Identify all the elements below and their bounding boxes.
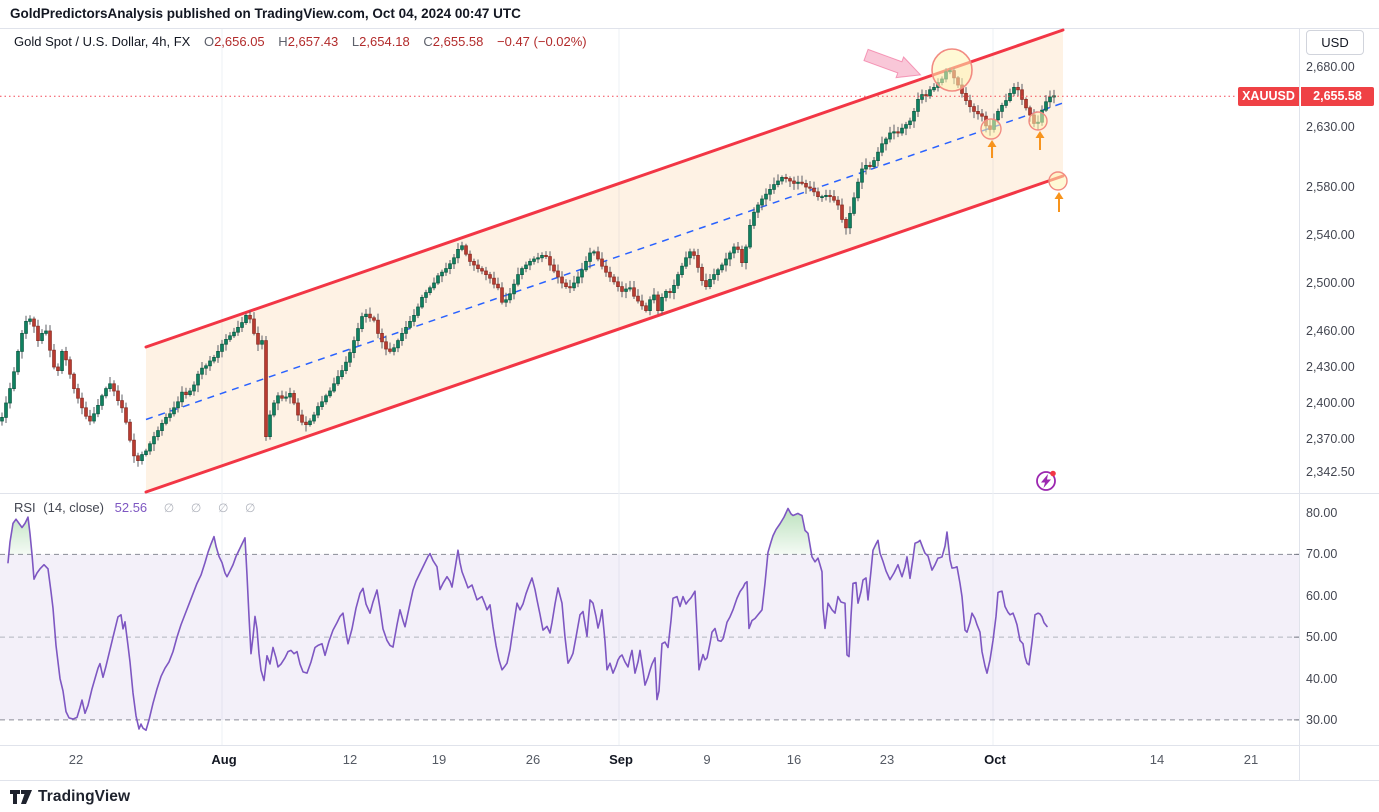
time-tick-label: 9 (703, 752, 711, 767)
rsi-params: (14, close) (43, 500, 104, 515)
tradingview-logo[interactable]: TradingView (10, 786, 130, 808)
price-tick-label: 2,680.00 (1306, 60, 1355, 74)
rsi-title: RSI (14, 500, 36, 515)
ohlc-high-label: H (278, 34, 288, 49)
time-tick-label: 23 (879, 752, 895, 767)
price-change: −0.47 (−0.02%) (497, 34, 587, 49)
notification-dot (1050, 470, 1056, 477)
price-tick-label: 2,630.00 (1306, 120, 1355, 134)
time-tick-label: 14 (1149, 752, 1165, 767)
pullback-highlight-circle[interactable] (980, 118, 1002, 140)
buy-signal-arrow-icon[interactable] (1054, 192, 1064, 212)
channel-upper-line[interactable] (144, 28, 1065, 349)
rsi-value: 52.56 (114, 500, 148, 515)
price-tick-label: 2,460.00 (1306, 324, 1355, 338)
ohlc-open-value: 2,656.05 (214, 34, 265, 49)
price-tick-label: 2,540.00 (1306, 228, 1355, 242)
price-tick-label: 2,370.00 (1306, 432, 1355, 446)
time-tick-label: 22 (68, 752, 84, 767)
currency-unit-button[interactable]: USD (1306, 30, 1364, 55)
ascending-channel[interactable] (144, 28, 1065, 494)
rsi-legend: RSI (14, close) 52.56 ∅ ∅ ∅ ∅ (14, 500, 255, 515)
channel-midline[interactable] (145, 102, 1064, 421)
tradingview-logo-text: TradingView (38, 788, 131, 805)
time-tick-label: Oct (984, 752, 1006, 767)
time-tick-label: 26 (525, 752, 541, 767)
time-tick-label: 12 (342, 752, 358, 767)
tradingview-logo-icon (10, 790, 32, 804)
rsi-overbought-fill (8, 508, 950, 555)
pink-callout-arrow[interactable] (862, 45, 924, 86)
time-tick-label: 21 (1243, 752, 1259, 767)
price-tick-label: 2,430.00 (1306, 360, 1355, 374)
chart-bottom-border (0, 780, 1379, 781)
pullback-highlight-circle[interactable] (1028, 111, 1048, 131)
last-price-value-badge: 2,655.58 (1301, 86, 1374, 106)
rsi-tick-label: 40.00 (1306, 671, 1338, 686)
symbol-legend: Gold Spot / U.S. Dollar, 4h, FX O2,656.0… (14, 34, 587, 50)
buy-signal-arrow-icon[interactable] (987, 140, 997, 158)
time-tick-label: 19 (431, 752, 447, 767)
time-tick-label: Aug (211, 752, 237, 767)
ohlc-close-label: C (423, 34, 433, 49)
pane-separator[interactable] (0, 493, 1379, 494)
breakout-highlight-ellipse[interactable] (931, 48, 973, 92)
buy-signal-arrow-icon[interactable] (1035, 131, 1045, 150)
rsi-tick-label: 60.00 (1306, 588, 1338, 603)
price-axis-border (1299, 28, 1300, 780)
rsi-empty-slot: ∅ (163, 501, 175, 515)
ohlc-low-label: L (351, 34, 360, 49)
time-tick-label: Sep (609, 752, 633, 767)
chart-canvas[interactable] (0, 0, 1299, 780)
price-tick-label: 2,342.50 (1306, 465, 1355, 479)
price-tick-label: 2,400.00 (1306, 396, 1355, 410)
price-tick-label: 2,500.00 (1306, 276, 1355, 290)
ohlc-open-label: O (203, 34, 215, 49)
rsi-empty-slot: ∅ (245, 501, 256, 515)
rsi-line (7, 507, 1048, 732)
rsi-empty-slot: ∅ (190, 501, 202, 515)
ohlc-low-value: 2,654.18 (359, 34, 410, 49)
last-price-symbol-badge: XAUUSD (1238, 86, 1299, 106)
flash-refresh-icon[interactable] (1036, 470, 1056, 491)
symbol-title: Gold Spot / U.S. Dollar, 4h, FX (14, 34, 191, 49)
publisher-attribution: GoldPredictorsAnalysis published on Trad… (10, 6, 521, 21)
pullback-highlight-circle[interactable] (1048, 171, 1068, 191)
channel-lower-line[interactable] (144, 174, 1065, 494)
rsi-tick-label: 50.00 (1306, 630, 1338, 645)
ohlc-close-value: 2,655.58 (432, 34, 484, 49)
time-tick-label: 16 (786, 752, 802, 767)
rsi-tick-label: 30.00 (1306, 712, 1338, 727)
rsi-empty-slot: ∅ (217, 501, 229, 515)
ohlc-high-value: 2,657.43 (287, 34, 339, 49)
rsi-tick-label: 70.00 (1306, 547, 1338, 562)
price-tick-label: 2,580.00 (1306, 180, 1355, 194)
time-axis-border (0, 745, 1379, 746)
chart-top-border (0, 28, 1379, 29)
rsi-tick-label: 80.00 (1306, 506, 1338, 520)
